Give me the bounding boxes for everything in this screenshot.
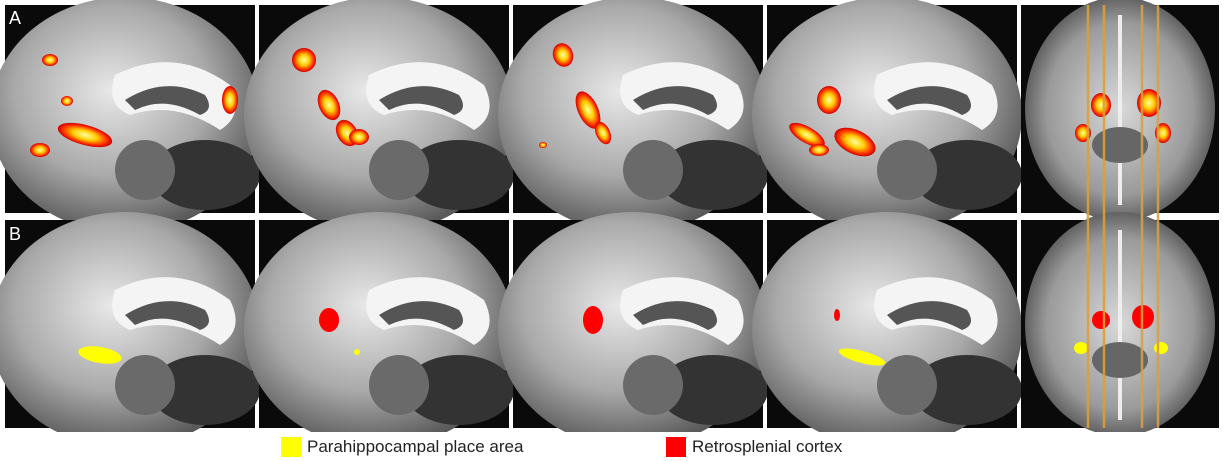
activation xyxy=(539,142,547,148)
roi xyxy=(583,306,603,334)
legend-label: Parahippocampal place area xyxy=(307,437,523,457)
roi xyxy=(354,349,360,355)
activation xyxy=(817,86,841,114)
ventricle xyxy=(1092,127,1148,163)
brain-slice xyxy=(0,0,260,233)
roi xyxy=(1154,342,1168,354)
brain-slice xyxy=(1021,0,1219,221)
brainstem xyxy=(877,140,937,200)
brainstem xyxy=(877,355,937,415)
activation xyxy=(42,54,58,66)
legend-item: Parahippocampal place area xyxy=(281,437,523,457)
roi xyxy=(834,309,840,321)
panel-label: B xyxy=(9,224,21,244)
midline xyxy=(1118,15,1122,205)
brainstem xyxy=(115,355,175,415)
midline xyxy=(1118,230,1122,420)
activation xyxy=(61,96,73,106)
roi xyxy=(319,308,339,332)
brain-slice xyxy=(0,212,260,432)
activation xyxy=(349,129,369,145)
brainstem xyxy=(623,355,683,415)
brainstem xyxy=(369,140,429,200)
figure: A B Parahippocampal place area Retrosple… xyxy=(0,0,1224,461)
activation xyxy=(292,48,316,72)
activation xyxy=(30,143,50,157)
activation xyxy=(222,86,238,114)
legend-swatch xyxy=(666,437,686,457)
brain-slice xyxy=(244,0,514,233)
brainstem xyxy=(369,355,429,415)
brain-slice xyxy=(752,0,1022,233)
legend-item: Retrosplenial cortex xyxy=(666,437,842,457)
activation xyxy=(809,144,829,156)
brainstem xyxy=(115,140,175,200)
brain-slice xyxy=(498,212,768,432)
brain-slice xyxy=(498,0,768,233)
legend-swatch xyxy=(281,437,301,457)
legend-label: Retrosplenial cortex xyxy=(692,437,842,457)
roi xyxy=(1074,342,1088,354)
brain-panels: A B xyxy=(0,0,1224,432)
activation xyxy=(1091,93,1111,117)
brainstem xyxy=(623,140,683,200)
roi xyxy=(1092,311,1110,329)
brain-slice xyxy=(1021,212,1219,432)
brain-slice xyxy=(244,212,514,432)
ventricle xyxy=(1092,342,1148,378)
brain-slice xyxy=(752,212,1022,432)
panel-label: A xyxy=(9,8,21,28)
